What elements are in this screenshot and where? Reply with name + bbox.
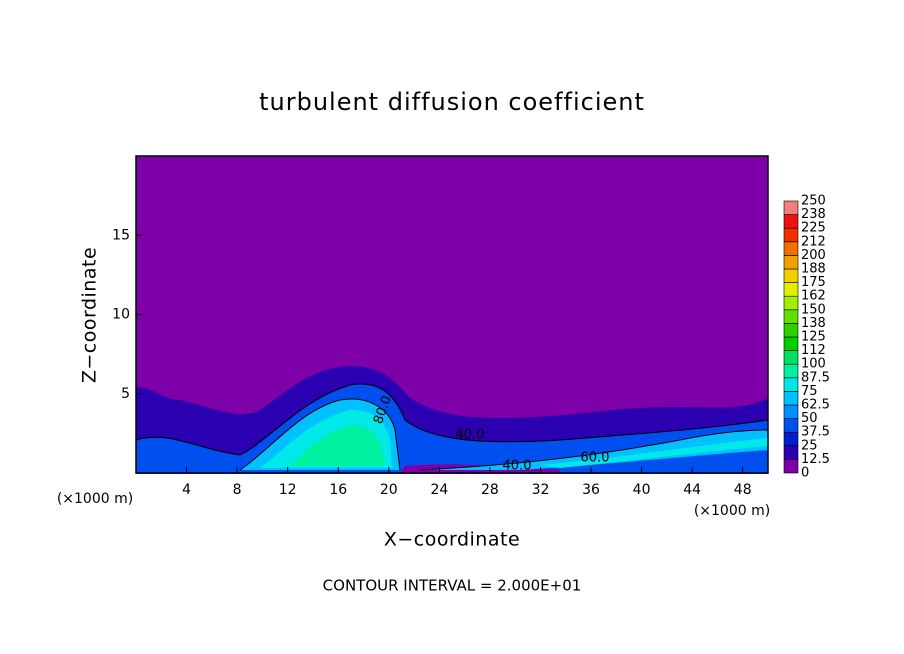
chart-title: turbulent diffusion coefficient <box>259 88 645 116</box>
colorbar-label: 100 <box>801 357 826 372</box>
footnote: CONTOUR INTERVAL = 2.000E+01 <box>323 577 582 595</box>
contour-line <box>135 383 769 456</box>
colorbar-label: 138 <box>801 316 826 331</box>
colorbar-bin <box>783 377 799 392</box>
colorbar-label: 25 <box>801 438 818 453</box>
colorbar-label: 238 <box>801 207 826 222</box>
x-tick-label: 32 <box>532 482 550 498</box>
x-unit: (×1000 m) <box>694 503 770 519</box>
colorbar-bin <box>783 323 799 338</box>
colorbar-bin <box>783 336 799 351</box>
x-tick-label: 24 <box>430 482 448 498</box>
colorbar-bin <box>783 418 799 433</box>
colorbar-bin <box>783 350 799 365</box>
y-axis-label: Z−coordinate <box>79 247 101 383</box>
colorbar-label: 37.5 <box>801 425 830 440</box>
x-tick-label: 12 <box>279 482 297 498</box>
x-tick-label: 20 <box>380 482 398 498</box>
colorbar-bin <box>783 255 799 270</box>
contour-line <box>419 429 769 471</box>
colorbar-label: 50 <box>801 411 818 426</box>
y-tick-label: 15 <box>112 227 130 243</box>
colorbar-bin <box>783 200 799 215</box>
contour-line <box>239 398 401 471</box>
colorbar-bin <box>783 241 799 256</box>
colorbar-label: 12.5 <box>801 452 830 467</box>
colorbar-label: 212 <box>801 234 826 249</box>
x-axis-label: X−coordinate <box>384 529 520 551</box>
colorbar-label: 150 <box>801 302 826 317</box>
colorbar-bin <box>783 431 799 447</box>
colorbar-bin <box>783 363 799 379</box>
colorbar-bin <box>783 227 799 243</box>
colorbar-label: 87.5 <box>801 370 830 385</box>
colorbar-label: 250 <box>801 194 826 209</box>
x-tick-label: 48 <box>734 482 752 498</box>
colorbar-bin <box>783 309 799 324</box>
x-tick-label: 44 <box>683 482 701 498</box>
field-region <box>290 425 385 466</box>
contour-label: 40.0 <box>456 428 485 443</box>
x-tick-label: 40 <box>633 482 651 498</box>
colorbar-bin <box>783 295 799 311</box>
colorbar-label: 0 <box>801 466 809 481</box>
colorbar-bin <box>783 214 799 229</box>
colorbar-bin <box>783 282 799 297</box>
y-tick-label: 5 <box>121 386 130 402</box>
colorbar-label: 225 <box>801 221 826 236</box>
field-region <box>260 410 768 468</box>
x-tick-label: 36 <box>582 482 600 498</box>
colorbar-label: 188 <box>801 262 826 277</box>
colorbar-label: 162 <box>801 289 826 304</box>
colorbar-label: 75 <box>801 384 818 399</box>
colorbar-label: 200 <box>801 248 826 263</box>
field <box>135 156 769 474</box>
contour-label: 40.0 <box>503 459 532 474</box>
x-tick-label: 28 <box>481 482 499 498</box>
colorbar-bin <box>783 445 799 460</box>
colorbar-bin <box>783 391 799 406</box>
x-tick-label: 16 <box>329 482 347 498</box>
colorbar-label: 62.5 <box>801 398 830 413</box>
colorbar-bin <box>783 404 799 419</box>
y-tick-label: 10 <box>112 307 130 323</box>
x-tick-label: 8 <box>233 482 242 498</box>
colorbar-label: 112 <box>801 343 826 358</box>
x-tick-label: 4 <box>182 482 191 498</box>
colorbar-label: 175 <box>801 275 826 290</box>
y-unit: (×1000 m) <box>57 491 133 507</box>
colorbar-label: 125 <box>801 330 826 345</box>
contour-label: 60.0 <box>581 451 610 466</box>
colorbar-bin <box>783 459 799 474</box>
colorbar-bin <box>783 268 799 283</box>
